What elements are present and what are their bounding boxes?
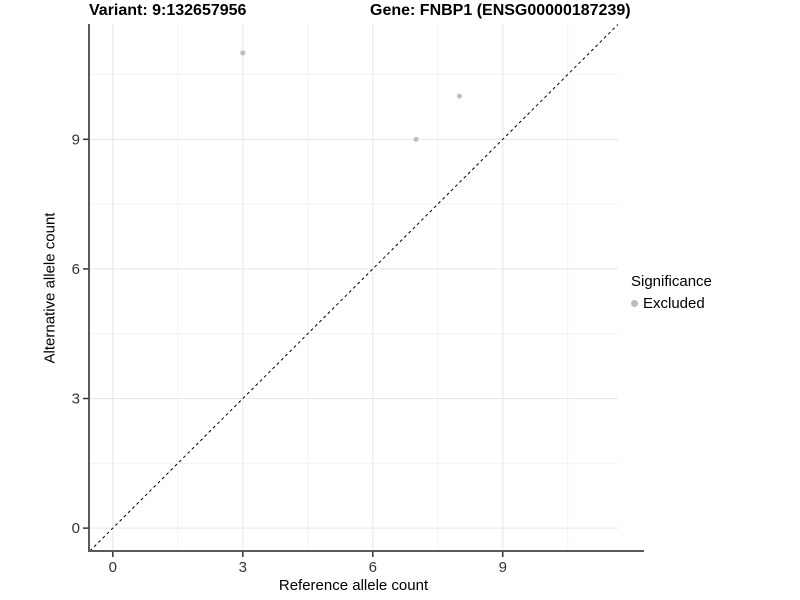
x-axis-title: Reference allele count <box>278 577 429 594</box>
legend-item-excluded: Excluded <box>631 295 712 312</box>
x-tick-label: 0 <box>109 559 117 576</box>
plot-title-variant: Variant: 9:132657956 <box>89 2 247 19</box>
x-tick-label: 3 <box>239 559 247 576</box>
data-point <box>240 50 246 56</box>
legend-title: Significance <box>631 273 712 290</box>
y-tick-label: 3 <box>72 391 80 408</box>
legend-item-label: Excluded <box>643 295 705 312</box>
y-tick-label: 0 <box>72 520 80 537</box>
data-point <box>456 93 462 99</box>
plot-title-gene: Gene: FNBP1 (ENSG00000187239) <box>370 2 631 19</box>
y-axis-title: Alternative allele count <box>41 212 59 364</box>
identity-reference-line <box>89 24 619 552</box>
data-point <box>413 136 419 142</box>
y-tick-label: 9 <box>72 131 80 148</box>
x-tick-label: 9 <box>499 559 507 576</box>
legend-point-icon <box>631 300 638 307</box>
y-tick-label: 6 <box>72 261 80 278</box>
x-tick-label: 6 <box>369 559 377 576</box>
legend: Significance Excluded <box>631 273 712 312</box>
